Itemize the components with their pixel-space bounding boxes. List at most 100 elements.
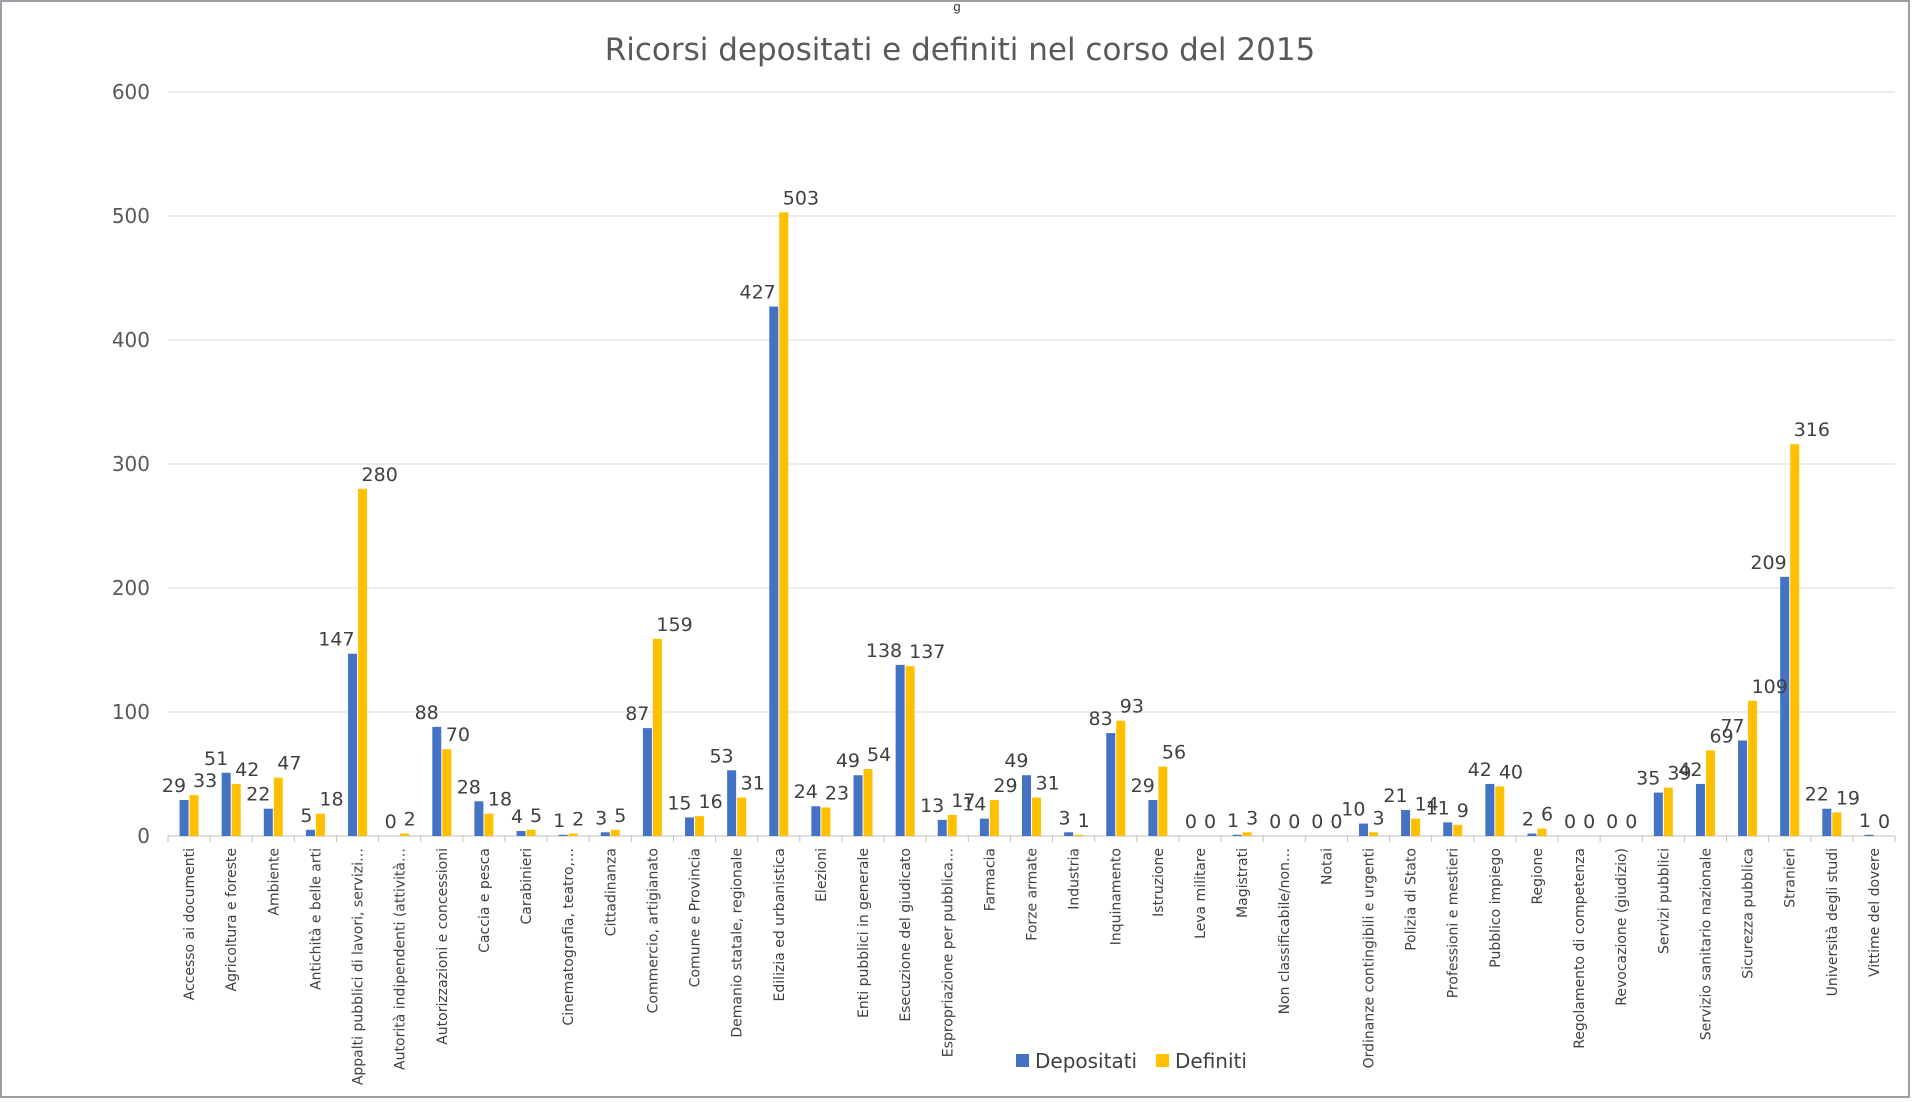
data-label-depositati: 3 bbox=[595, 807, 607, 829]
data-label-depositati: 83 bbox=[1089, 708, 1113, 730]
y-tick-label: 100 bbox=[112, 700, 150, 724]
data-label-definiti: 54 bbox=[867, 744, 891, 766]
data-label-definiti: 5 bbox=[614, 805, 626, 827]
bar-definiti bbox=[989, 800, 999, 836]
bar-depositati bbox=[727, 770, 737, 836]
bar-definiti bbox=[315, 813, 325, 836]
x-tick-label: Notai bbox=[1319, 848, 1335, 885]
y-tick-label: 600 bbox=[112, 80, 150, 104]
bar-definiti bbox=[1705, 750, 1715, 836]
x-tick-label: Ordinanze contingibili e urgenti bbox=[1361, 848, 1377, 1068]
data-label-definiti: 29 bbox=[993, 775, 1017, 797]
bar-definiti bbox=[1116, 720, 1126, 836]
bar-depositati bbox=[1822, 808, 1832, 836]
data-label-definiti: 0 bbox=[1625, 811, 1637, 833]
bars bbox=[179, 212, 1874, 836]
x-tick-label: Antichità e belle arti bbox=[308, 848, 324, 990]
x-tick-label: Cittadinanza bbox=[603, 848, 619, 936]
x-tick-label: Esecuzione del giudicato bbox=[898, 848, 914, 1022]
bar-depositati bbox=[979, 818, 989, 836]
data-label-definiti: 6 bbox=[1541, 804, 1553, 826]
x-tick-label: Elezioni bbox=[814, 848, 830, 902]
data-label-definiti: 23 bbox=[825, 782, 849, 804]
document-header-label: g bbox=[953, 0, 961, 14]
bar-definiti bbox=[400, 833, 410, 836]
data-label-definiti: 0 bbox=[1583, 811, 1595, 833]
bar-definiti bbox=[1790, 444, 1800, 836]
bar-depositati bbox=[558, 834, 568, 836]
bar-depositati bbox=[1653, 792, 1663, 836]
data-label-definiti: 40 bbox=[1499, 761, 1523, 783]
data-label-depositati: 427 bbox=[740, 282, 776, 304]
data-label-depositati: 22 bbox=[1805, 784, 1829, 806]
x-tick-label: Industria bbox=[1067, 848, 1083, 910]
bar-definiti bbox=[1368, 832, 1378, 836]
data-label-definiti: 39 bbox=[1667, 763, 1691, 785]
legend: Depositati Definiti bbox=[1016, 1049, 1247, 1073]
x-tick-label: Comune e Provincia bbox=[688, 848, 704, 987]
bar-depositati bbox=[179, 800, 189, 836]
bar-definiti bbox=[652, 638, 662, 836]
data-label-depositati: 0 bbox=[1311, 811, 1323, 833]
bar-definiti bbox=[610, 829, 620, 836]
data-label-definiti: 47 bbox=[277, 753, 301, 775]
y-tick-label: 500 bbox=[112, 204, 150, 228]
data-label-depositati: 1 bbox=[1227, 810, 1239, 832]
data-label-depositati: 14 bbox=[962, 794, 986, 816]
legend-label-definiti: Definiti bbox=[1175, 1049, 1247, 1073]
data-label-definiti: 3 bbox=[1372, 807, 1384, 829]
bar-depositati bbox=[1106, 733, 1116, 836]
bar-definiti bbox=[442, 749, 452, 836]
data-label-definiti: 33 bbox=[193, 770, 217, 792]
bar-depositati bbox=[305, 829, 315, 836]
bar-depositati bbox=[1527, 833, 1537, 836]
x-tick-label: Enti pubblici in generale bbox=[856, 848, 872, 1018]
x-tick-label: Appalti pubblici di lavori, servizi… bbox=[351, 848, 367, 1085]
data-label-definiti: 316 bbox=[1794, 419, 1830, 441]
bar-depositati bbox=[600, 832, 610, 836]
x-tick-label: Professioni e mestieri bbox=[1446, 848, 1462, 998]
data-label-definiti: 31 bbox=[1036, 773, 1060, 795]
data-label-depositati: 0 bbox=[1606, 811, 1618, 833]
bar-depositati bbox=[1358, 823, 1368, 836]
data-label-depositati: 88 bbox=[415, 702, 439, 724]
x-tick-label: Revocazione (giudizio) bbox=[1614, 848, 1630, 1006]
bar-definiti bbox=[695, 816, 705, 836]
x-tick-label: Non classificabile/non… bbox=[1277, 848, 1293, 1014]
bar-definiti bbox=[863, 769, 873, 836]
data-label-definiti: 18 bbox=[319, 789, 343, 811]
data-label-definiti: 9 bbox=[1457, 800, 1469, 822]
data-label-depositati: 49 bbox=[836, 750, 860, 772]
x-tick-label: Ambiente bbox=[266, 848, 282, 916]
data-label-definiti: 70 bbox=[446, 724, 470, 746]
x-tick-label: Commercio, artigianato bbox=[645, 848, 661, 1013]
data-label-definiti: 19 bbox=[1836, 787, 1860, 809]
data-label-depositati: 53 bbox=[709, 745, 733, 767]
data-label-depositati: 21 bbox=[1383, 785, 1407, 807]
x-tick-label: Cinematografia, teatro,… bbox=[561, 848, 577, 1026]
data-label-definiti: 5 bbox=[530, 805, 542, 827]
data-label-depositati: 29 bbox=[1131, 775, 1155, 797]
bar-depositati bbox=[1485, 783, 1495, 836]
data-label-depositati: 42 bbox=[1678, 759, 1702, 781]
data-label-depositati: 138 bbox=[866, 640, 902, 662]
bar-depositati bbox=[895, 664, 905, 836]
y-axis: 0 100 200 300 400 500 600 bbox=[112, 80, 150, 848]
data-label-definiti: 3 bbox=[1246, 807, 1258, 829]
bar-definiti bbox=[1158, 766, 1168, 836]
bar-depositati bbox=[1148, 800, 1158, 836]
bar-definiti bbox=[1453, 824, 1463, 836]
bar-depositati bbox=[1022, 775, 1031, 836]
data-label-depositati: 147 bbox=[318, 629, 354, 651]
data-label-definiti: 56 bbox=[1162, 742, 1186, 764]
bar-definiti bbox=[1832, 812, 1842, 836]
x-tick-label: Vittime del dovere bbox=[1867, 848, 1883, 977]
data-label-depositati: 35 bbox=[1636, 768, 1660, 790]
bar-depositati bbox=[1780, 576, 1790, 836]
x-tick-label: Forze armate bbox=[1025, 848, 1041, 941]
x-tick-label: Sicurezza pubblica bbox=[1741, 848, 1757, 979]
bar-definiti bbox=[1748, 700, 1758, 836]
data-label-depositati: 29 bbox=[162, 775, 186, 797]
